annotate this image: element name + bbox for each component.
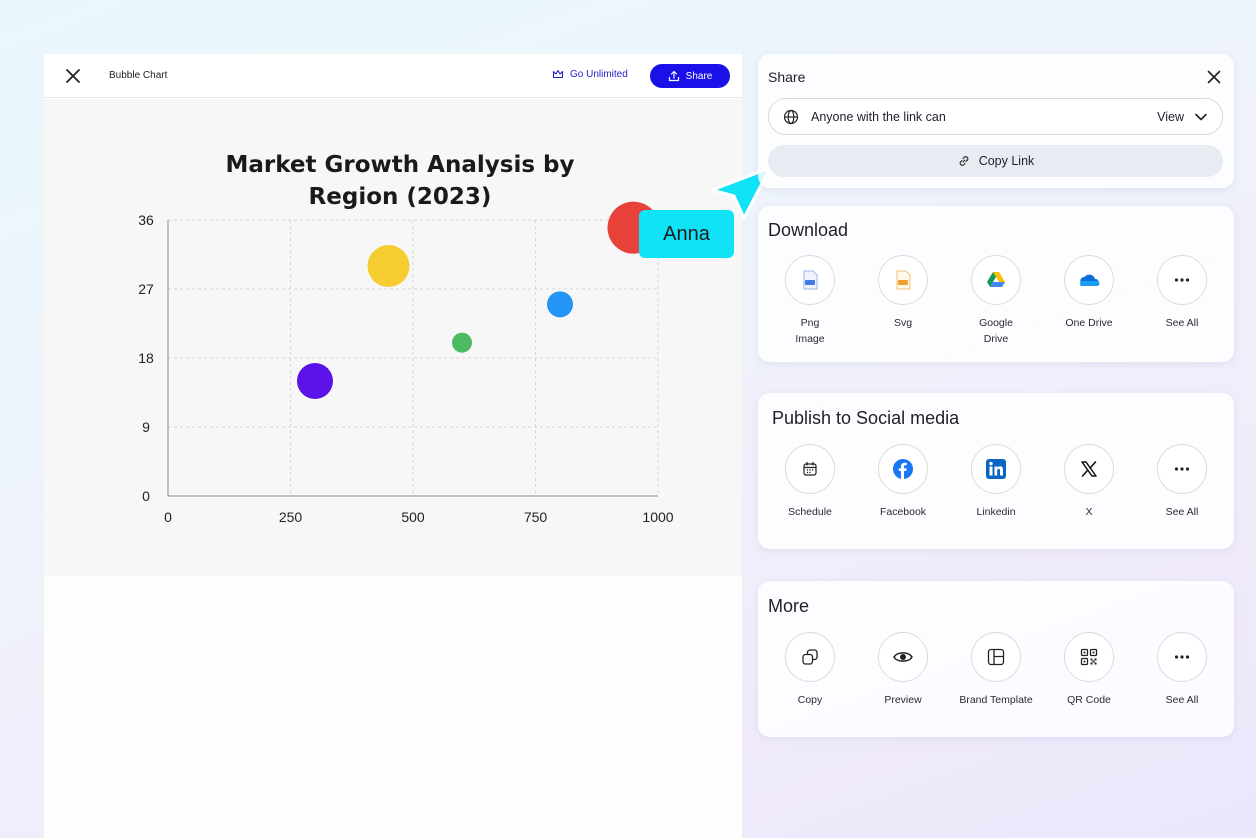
linkedin-button[interactable]: Linkedin <box>956 444 1036 520</box>
copy-link-button[interactable]: Copy Link <box>768 145 1223 177</box>
qr-code-button[interactable]: QR Code <box>1049 632 1129 708</box>
go-unlimited-link[interactable]: Go Unlimited <box>552 68 628 80</box>
link-access-select[interactable]: Anyone with the link can View <box>768 98 1223 135</box>
schedule-button[interactable]: Schedule <box>770 444 850 520</box>
social-panel: Publish to Social media Schedule Faceboo… <box>758 393 1234 549</box>
more-panel: More Copy Preview Brand Template <box>758 581 1234 737</box>
download-title: Download <box>768 220 849 240</box>
more-see-all-button[interactable]: See All <box>1142 632 1222 708</box>
go-unlimited-label: Go Unlimited <box>570 68 628 80</box>
link-access-label: Anyone with the link can <box>811 109 946 124</box>
x-logo-icon <box>1081 461 1097 477</box>
bubble-point[interactable] <box>367 245 410 287</box>
download-png-label-1: Png <box>800 317 820 329</box>
upload-icon <box>668 70 679 82</box>
download-png-label-2: Image <box>795 333 825 345</box>
preview-label: Preview <box>884 694 922 706</box>
download-panel: Download Png Image Svg Google Drive <box>758 206 1234 362</box>
copy-button[interactable]: Copy <box>770 632 850 708</box>
y-tick-label: 9 <box>142 419 150 435</box>
download-gdrive-label-1: Google <box>979 317 1013 329</box>
svg-file-icon <box>896 270 911 290</box>
globe-icon <box>783 109 799 124</box>
y-tick-label: 36 <box>138 212 154 228</box>
permission-value: View <box>1157 109 1184 124</box>
social-title: Publish to Social media <box>772 408 960 428</box>
collaborator-tag: Anna <box>639 210 734 258</box>
schedule-label: Schedule <box>788 506 832 518</box>
download-see-all-label: See All <box>1165 317 1199 329</box>
editor-header: Bubble Chart Go Unlimited Share <box>44 54 742 98</box>
x-tick-label: 500 <box>401 509 425 525</box>
social-see-all-button[interactable]: See All <box>1142 444 1222 520</box>
close-icon[interactable] <box>64 67 82 85</box>
link-icon <box>959 156 969 166</box>
x-label: X <box>1085 506 1093 518</box>
download-see-all-button[interactable]: See All <box>1142 255 1222 331</box>
more-icon <box>1174 467 1190 471</box>
calendar-icon <box>803 461 817 476</box>
download-one-drive-button[interactable]: One Drive <box>1049 255 1129 331</box>
copy-link-label: Copy Link <box>978 154 1035 168</box>
download-svg-button[interactable]: Svg <box>863 255 943 331</box>
copy-label: Copy <box>797 694 823 706</box>
bubble-point[interactable] <box>547 291 573 318</box>
more-see-all-label: See All <box>1165 694 1199 706</box>
bubble-point[interactable] <box>297 363 333 399</box>
chart-title-line-2: Region (2023) <box>309 184 492 210</box>
social-see-all-label: See All <box>1165 506 1199 518</box>
copy-icon <box>802 649 818 665</box>
linkedin-label: Linkedin <box>976 506 1016 518</box>
document-title: Bubble Chart <box>109 70 168 81</box>
bubble-point[interactable] <box>452 332 472 353</box>
chart-svg: Market Growth Analysis by Region (2023) … <box>138 152 674 525</box>
x-tick-label: 0 <box>164 509 172 525</box>
permission-select[interactable]: View <box>1157 110 1208 124</box>
png-file-icon <box>803 270 818 290</box>
share-button-label: Share <box>685 70 713 82</box>
download-gdrive-label-2: Drive <box>983 333 1009 345</box>
eye-icon <box>893 652 913 662</box>
x-tick-label: 250 <box>279 509 303 525</box>
facebook-icon <box>893 459 913 479</box>
download-google-drive-button[interactable]: Google Drive <box>956 255 1036 347</box>
editor-canvas: Bubble Chart Go Unlimited Share Market G… <box>44 54 742 838</box>
brand-template-label: Brand Template <box>959 694 1033 706</box>
more-icon <box>1174 278 1190 282</box>
x-tick-label: 1000 <box>642 509 673 525</box>
y-tick-label: 0 <box>142 488 150 504</box>
share-panel-title: Share <box>768 69 806 85</box>
x-button[interactable]: X <box>1049 444 1129 520</box>
linkedin-icon <box>986 459 1006 479</box>
brand-template-button[interactable]: Brand Template <box>956 632 1036 708</box>
more-title: More <box>768 596 810 616</box>
more-icon <box>1174 655 1190 659</box>
preview-button[interactable]: Preview <box>863 632 943 708</box>
y-tick-label: 27 <box>138 281 154 297</box>
chart-title-line-1: Market Growth Analysis by <box>226 152 575 178</box>
chevron-down-icon <box>1195 113 1207 120</box>
y-tick-label: 18 <box>138 350 154 366</box>
qr-code-icon <box>1080 648 1098 666</box>
download-png-button[interactable]: Png Image <box>770 255 850 347</box>
cursor-arrow-icon <box>710 166 772 220</box>
facebook-label: Facebook <box>879 506 927 518</box>
bubble-chart: Market Growth Analysis by Region (2023) … <box>44 99 742 576</box>
facebook-button[interactable]: Facebook <box>863 444 943 520</box>
qr-code-label: QR Code <box>1067 694 1111 706</box>
download-svg-label: Svg <box>893 317 913 329</box>
template-icon <box>987 648 1005 666</box>
crown-icon <box>552 69 564 79</box>
share-panel: Share Anyone with the link can View Copy… <box>758 54 1234 188</box>
one-drive-icon <box>1080 274 1100 286</box>
download-onedrive-label: One Drive <box>1065 317 1113 329</box>
close-icon[interactable] <box>1206 69 1222 85</box>
x-tick-label: 750 <box>524 509 548 525</box>
google-drive-icon <box>987 272 1005 287</box>
share-button[interactable]: Share <box>650 64 730 88</box>
